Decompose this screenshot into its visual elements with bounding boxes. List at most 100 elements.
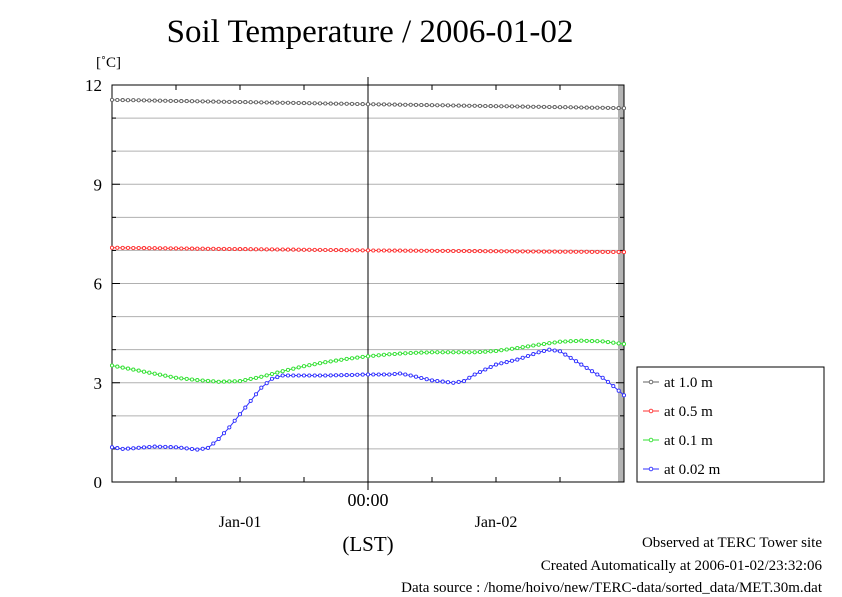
series-marker: [568, 105, 573, 110]
series-marker: [381, 248, 387, 253]
series-marker: [243, 377, 248, 383]
series-marker: [253, 375, 259, 380]
series-marker: [152, 444, 157, 449]
series-marker: [483, 367, 488, 372]
series-marker: [504, 104, 509, 109]
series-marker: [589, 369, 595, 374]
series-marker: [344, 373, 349, 378]
series-marker: [200, 99, 205, 104]
legend-entry: at 0.1 m: [664, 433, 713, 449]
series-marker: [253, 100, 259, 105]
series-marker: [573, 338, 579, 344]
series-marker: [547, 104, 552, 110]
series-marker: [397, 102, 403, 107]
series-marker: [328, 101, 333, 106]
series-marker: [451, 103, 456, 108]
series-marker: [477, 249, 483, 254]
series-marker: [291, 373, 296, 378]
series-marker: [360, 102, 365, 107]
series-marker: [339, 373, 344, 378]
series-marker: [349, 101, 355, 106]
series-marker: [296, 373, 301, 378]
series-marker: [301, 373, 307, 378]
series-marker: [141, 445, 147, 450]
series-marker: [285, 247, 291, 252]
series-marker: [579, 338, 584, 343]
series-marker: [579, 249, 584, 254]
series-marker: [301, 101, 307, 106]
series-marker: [205, 246, 211, 251]
series-marker: [349, 372, 355, 378]
series-marker: [365, 354, 371, 359]
series-marker: [467, 375, 472, 380]
series-marker: [461, 248, 467, 254]
series-marker: [579, 105, 584, 110]
series-marker: [141, 98, 147, 103]
series-marker: [541, 348, 547, 354]
series-marker: [152, 371, 157, 376]
series-marker: [264, 100, 269, 105]
series-marker: [397, 371, 403, 376]
series-marker: [285, 100, 291, 105]
series-marker: [216, 436, 221, 442]
series-marker: [387, 102, 392, 107]
series-marker: [195, 246, 200, 251]
series-marker: [147, 98, 152, 103]
series-marker: [333, 248, 339, 253]
x-axis-label: (LST): [342, 532, 393, 556]
series-marker: [355, 355, 360, 360]
series-marker: [536, 342, 541, 347]
series-marker: [440, 103, 445, 108]
series-marker: [541, 341, 547, 347]
series-marker: [147, 246, 152, 251]
y-tick-label: 6: [94, 275, 103, 294]
series-marker: [472, 350, 477, 355]
series-marker: [435, 378, 440, 384]
series-marker: [333, 358, 339, 363]
series-marker: [568, 355, 573, 360]
series-marker: [509, 104, 515, 109]
series-marker: [589, 339, 595, 344]
series-marker: [232, 379, 237, 384]
series-marker: [381, 352, 387, 357]
series-marker: [237, 379, 243, 384]
series-marker: [445, 380, 451, 385]
series-marker: [243, 405, 248, 410]
series-marker: [520, 355, 525, 360]
series-marker: [445, 103, 451, 108]
series-marker: [568, 339, 573, 344]
series-marker: [365, 372, 371, 377]
series-marker: [424, 350, 429, 355]
series-marker: [376, 372, 381, 377]
series-marker: [221, 379, 227, 384]
series-marker: [259, 385, 264, 390]
series-marker: [397, 248, 403, 253]
series-marker: [328, 373, 333, 378]
series-marker: [445, 248, 451, 253]
series-marker: [179, 376, 184, 381]
series-marker: [120, 98, 125, 103]
series-marker: [483, 103, 488, 109]
series-marker: [269, 371, 275, 377]
series-group: [109, 97, 627, 452]
series-marker: [296, 365, 301, 370]
series-marker: [307, 373, 312, 378]
chart-title: Soil Temperature / 2006-01-02: [166, 14, 574, 50]
series-marker: [179, 99, 184, 104]
footer-created: Created Automatically at 2006-01-02/23:3…: [540, 558, 822, 574]
series-marker: [301, 247, 307, 252]
series-marker: [131, 367, 136, 372]
legend-swatch-marker: [648, 408, 654, 414]
series-marker: [232, 246, 237, 252]
series-marker: [483, 349, 488, 354]
series-marker: [291, 366, 296, 371]
series-marker: [387, 248, 392, 253]
series-marker: [605, 340, 611, 345]
series-marker: [120, 245, 125, 250]
series-marker: [595, 105, 600, 110]
series-marker: [611, 340, 616, 345]
series-marker: [413, 248, 419, 253]
series-marker: [323, 247, 328, 253]
series-marker: [472, 103, 477, 108]
series-marker: [115, 245, 120, 250]
